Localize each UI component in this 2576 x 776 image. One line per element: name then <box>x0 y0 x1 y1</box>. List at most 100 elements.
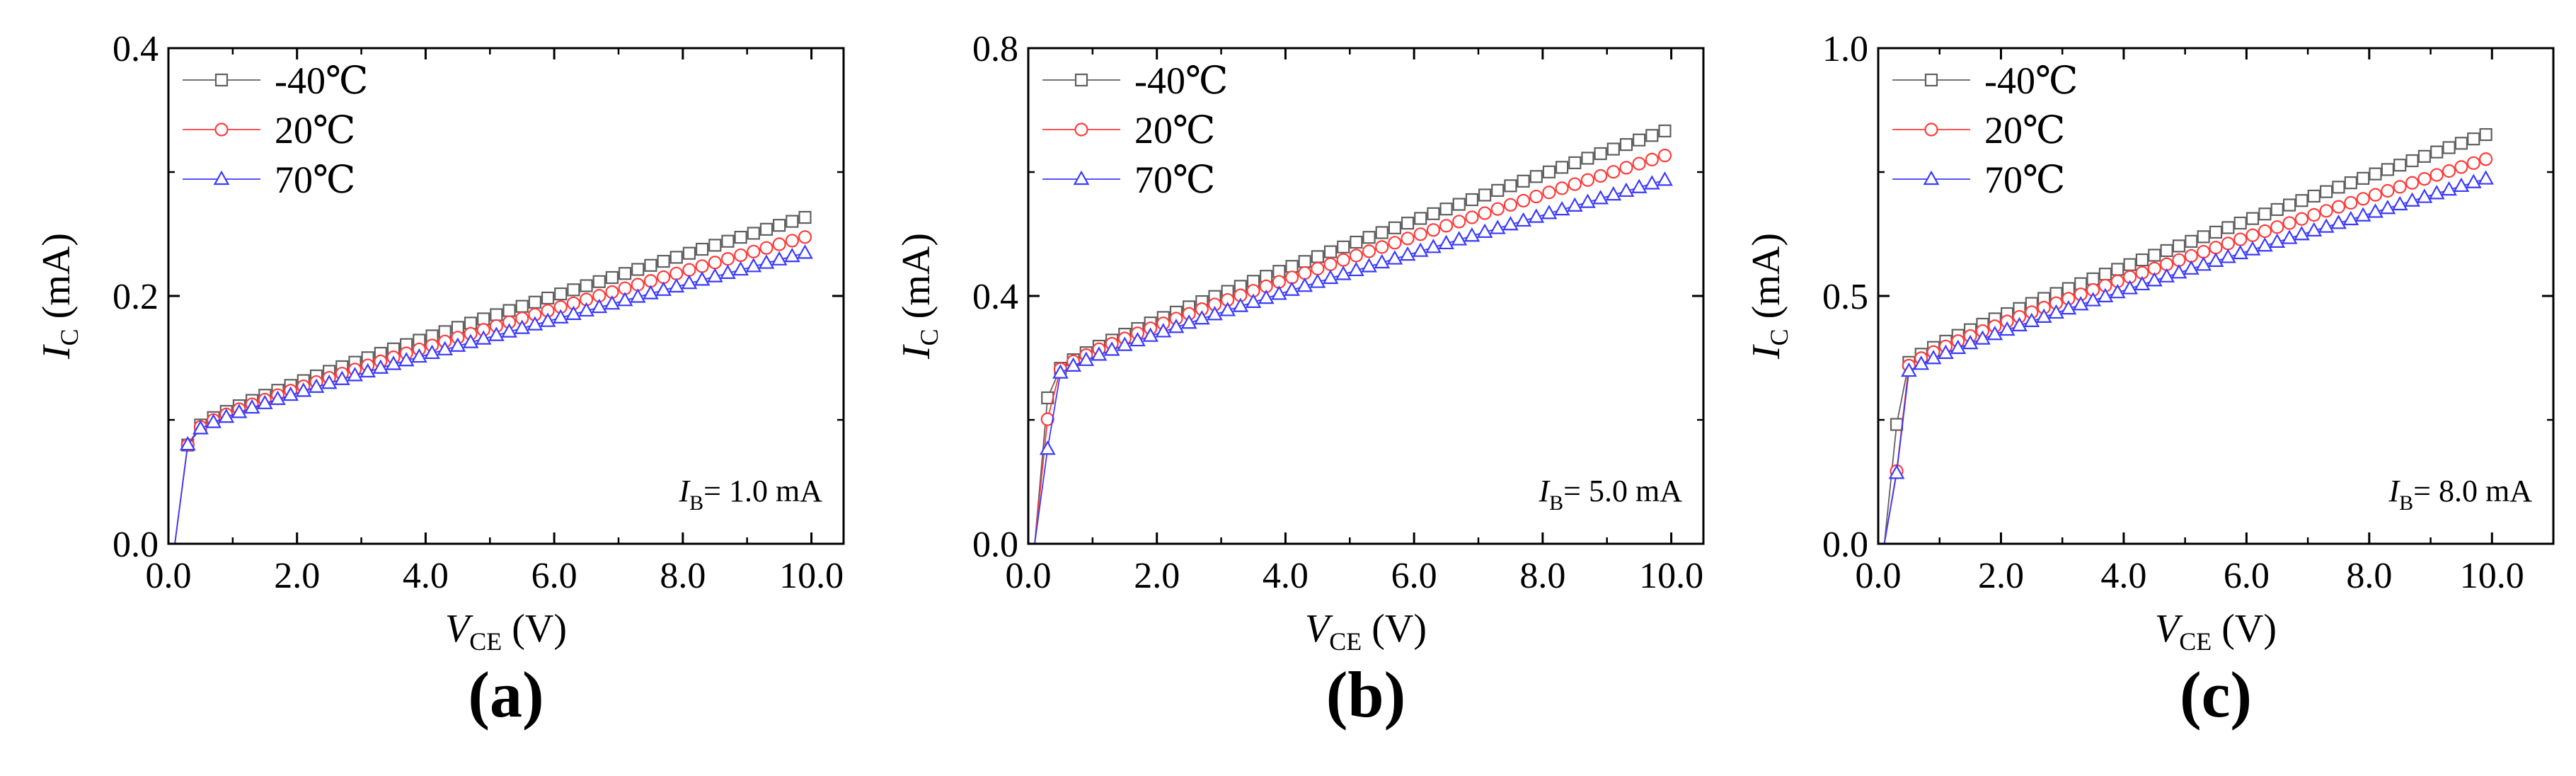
annotation-symbol: I <box>679 474 691 508</box>
data-point <box>2404 192 2420 207</box>
data-point <box>1657 149 1672 163</box>
data-point <box>2270 220 2284 234</box>
data-point <box>2185 234 2198 248</box>
data-point <box>2246 228 2260 242</box>
data-point <box>759 222 774 236</box>
data-point <box>218 408 235 423</box>
panel-letter: c <box>2202 658 2231 731</box>
data-point <box>656 270 671 285</box>
legend-marker-square <box>1924 73 1938 87</box>
data-point <box>360 363 376 378</box>
data-point <box>1489 219 1506 234</box>
data-point <box>2367 203 2384 218</box>
data-point <box>488 326 505 341</box>
data-point <box>282 386 299 401</box>
data-point <box>2109 283 2126 299</box>
y-tick-label: 0.4 <box>113 29 159 69</box>
data-point <box>1999 321 2016 336</box>
data-point <box>2307 207 2321 222</box>
data-point <box>2246 212 2260 225</box>
legend-label: 70℃ <box>275 159 355 201</box>
legend: -40℃ 20℃ 70℃ <box>183 59 368 201</box>
legend: -40℃ 20℃ 70℃ <box>1042 59 1228 201</box>
data-point <box>669 266 684 280</box>
data-point <box>2123 258 2137 271</box>
data-point <box>541 291 555 305</box>
data-point <box>1580 173 1595 187</box>
data-point <box>1529 170 1543 183</box>
data-point <box>1375 226 1388 239</box>
data-point <box>2368 188 2383 202</box>
x-tick-label: 8.0 <box>660 556 706 596</box>
data-point <box>385 355 402 370</box>
data-point <box>2430 145 2444 159</box>
data-point <box>539 312 556 327</box>
data-point <box>2453 177 2470 193</box>
data-point <box>1580 193 1596 208</box>
data-point <box>527 316 544 331</box>
data-point <box>2381 183 2395 198</box>
y-axis-label: IC (mA) <box>35 233 84 360</box>
y-tick-label: 0.0 <box>1822 525 1868 565</box>
series-1 <box>1034 149 1672 544</box>
data-point <box>2428 185 2445 200</box>
data-point <box>783 247 800 263</box>
data-point <box>2430 168 2444 182</box>
panel-letter: a <box>490 658 522 731</box>
data-point <box>2344 176 2357 190</box>
data-point <box>1632 156 1646 171</box>
y-axis-label: IC (mA) <box>1744 233 1793 360</box>
data-point <box>1193 309 1210 325</box>
data-point <box>554 287 568 301</box>
data-point <box>2295 194 2308 207</box>
data-point <box>694 271 711 286</box>
data-point <box>720 264 736 279</box>
data-point <box>1619 161 1633 175</box>
data-point <box>2170 264 2187 279</box>
data-point <box>1476 223 1493 238</box>
data-point <box>1555 181 1569 195</box>
data-point <box>2270 202 2284 217</box>
data-point <box>669 251 683 264</box>
data-point <box>747 244 761 258</box>
data-point <box>1285 260 1299 273</box>
data-point <box>1311 250 1324 263</box>
y-axis-symbol: I <box>35 344 79 360</box>
x-axis-symbol: V <box>445 607 473 651</box>
data-point <box>1491 183 1505 197</box>
data-point <box>1335 266 1352 280</box>
data-point <box>1258 289 1275 304</box>
data-point <box>1401 217 1415 230</box>
data-point <box>1645 129 1659 142</box>
data-point <box>1925 349 1942 365</box>
x-axis-unit: (V) <box>1362 607 1427 651</box>
y-tick-label: 0.4 <box>972 277 1018 317</box>
data-point <box>1439 219 1454 233</box>
data-point <box>2391 195 2408 211</box>
data-point <box>1657 171 1673 186</box>
data-point <box>1129 331 1146 347</box>
series-0 <box>174 210 812 544</box>
data-point <box>2258 224 2272 239</box>
data-point <box>578 302 594 317</box>
x-tick-label: 4.0 <box>1263 556 1309 596</box>
data-point <box>565 305 582 320</box>
series-2 <box>174 244 813 544</box>
data-point <box>2442 141 2456 154</box>
data-point <box>2035 308 2052 323</box>
x-tick-label: 4.0 <box>2100 556 2146 596</box>
legend-marker-triangle <box>1073 170 1090 186</box>
data-point <box>1219 302 1236 316</box>
data-point <box>1515 212 1531 227</box>
x-tick-label: 2.0 <box>274 556 320 596</box>
data-point <box>1337 240 1350 253</box>
data-point <box>2197 244 2211 259</box>
data-point <box>2282 216 2296 230</box>
data-point <box>1323 257 1338 271</box>
annotation: IB= 5.0 mA <box>1539 474 1683 515</box>
data-point <box>2219 249 2236 263</box>
legend-marker-triangle <box>213 170 230 186</box>
data-point <box>616 292 633 307</box>
data-point <box>528 295 541 309</box>
